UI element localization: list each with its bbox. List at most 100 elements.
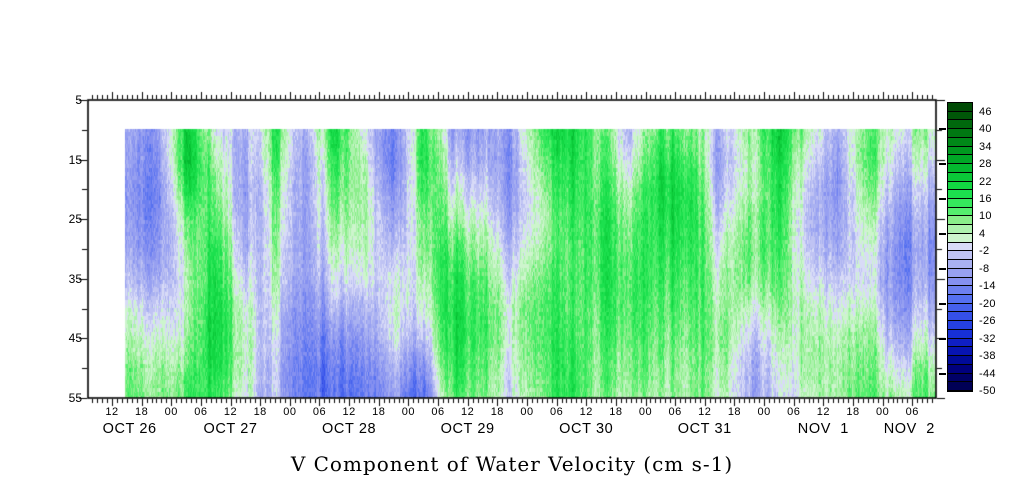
- colorbar-dash-tick: [939, 337, 946, 340]
- colorbar-tick-label: 34: [979, 140, 992, 153]
- x-hour-label: 18: [135, 406, 149, 418]
- colorbar-segment: [948, 190, 972, 198]
- y-tick-label: 45: [68, 331, 82, 346]
- colorbar-segment: [948, 260, 972, 268]
- x-hour-label: 06: [431, 406, 445, 418]
- colorbar-tick-label: 40: [979, 123, 992, 136]
- x-hour-label: 12: [342, 406, 356, 418]
- x-hour-label: 12: [816, 406, 830, 418]
- x-date-label: NOV 1: [797, 421, 849, 437]
- colorbar-segment: [948, 339, 972, 346]
- y-tick-label: 25: [68, 212, 82, 227]
- colorbar-dash-tick: [939, 232, 946, 235]
- colorbar-tick-label: 28: [979, 158, 992, 171]
- colorbar-segment: [948, 304, 972, 311]
- x-hour-label: 18: [727, 406, 742, 418]
- colorbar-segment: [948, 347, 972, 355]
- colorbar-segment: [948, 173, 972, 181]
- colorbar: [947, 102, 973, 392]
- x-hour-label: 06: [312, 406, 327, 418]
- colorbar-segment: [948, 234, 972, 242]
- y-tick-label: 55: [68, 391, 82, 405]
- colorbar-segment: [948, 330, 972, 338]
- colorbar-tick-label: -44: [979, 367, 996, 380]
- x-date-label: NOV 2: [883, 421, 935, 437]
- colorbar-segment: [948, 269, 972, 277]
- colorbar-segment: [948, 225, 972, 233]
- colorbar-dash-tick: [939, 372, 946, 375]
- x-hour-label: 18: [609, 406, 623, 418]
- colorbar-segment: [948, 382, 972, 390]
- x-hour-label: 12: [579, 406, 593, 418]
- colorbar-segment: [948, 112, 972, 119]
- colorbar-tick-label: -26: [979, 315, 996, 328]
- colorbar-tick-label: 46: [979, 105, 992, 118]
- colorbar-segment: [948, 147, 972, 154]
- colorbar-segment: [948, 251, 972, 259]
- colorbar-tick-label: 22: [979, 175, 992, 188]
- colorbar-segment: [948, 164, 972, 172]
- colorbar-tick-label: 4: [979, 227, 986, 240]
- x-date-label: OCT 29: [440, 421, 495, 437]
- colorbar-segment: [948, 216, 972, 224]
- x-axis-caption: V Component of Water Velocity (cm s-1): [290, 452, 734, 476]
- colorbar-tick-label: -20: [979, 297, 996, 310]
- colorbar-segment: [948, 278, 972, 285]
- x-hour-label: 00: [638, 406, 653, 418]
- x-date-label: OCT 26: [102, 421, 157, 437]
- colorbar-segment: [948, 374, 972, 381]
- colorbar-segment: [948, 208, 972, 215]
- colorbar-dash-tick: [939, 128, 946, 131]
- x-hour-label: 00: [520, 406, 534, 418]
- colorbar-dash-tick: [939, 163, 946, 166]
- colorbar-segment: [948, 312, 972, 320]
- x-hour-label: 00: [876, 406, 890, 418]
- colorbar-segment: [948, 155, 972, 163]
- x-hour-label: 00: [283, 406, 297, 418]
- colorbar-tick-label: -14: [979, 280, 996, 293]
- colorbar-segment: [948, 286, 972, 294]
- y-tick-label: 15: [68, 152, 82, 167]
- colorbar-segment: [948, 182, 972, 189]
- colorbar-segment: [948, 321, 972, 329]
- colorbar-segment: [948, 356, 972, 364]
- colorbar-tick-label: -8: [979, 262, 990, 275]
- colorbar-segment: [948, 295, 972, 303]
- x-date-label: OCT 31: [677, 421, 732, 437]
- colorbar-segment: [948, 199, 972, 207]
- colorbar-dash-tick: [939, 198, 946, 200]
- colorbar-dash-tick: [939, 302, 946, 305]
- x-hour-label: 06: [668, 406, 682, 418]
- colorbar-tick-label: -32: [979, 332, 996, 345]
- x-hour-label: 06: [905, 406, 919, 418]
- x-hour-label: 00: [757, 406, 771, 418]
- x-hour-label: 00: [164, 406, 178, 418]
- x-hour-label: 12: [223, 406, 238, 418]
- colorbar-tick-label: 10: [979, 210, 992, 223]
- colorbar-tick-label: -50: [979, 385, 996, 397]
- x-date-label: OCT 30: [559, 421, 614, 437]
- x-date-label: OCT 28: [322, 421, 377, 437]
- y-tick-label: 35: [68, 271, 82, 286]
- colorbar-tick-label: -38: [979, 350, 996, 363]
- colorbar-segment: [948, 243, 972, 250]
- x-hour-label: 18: [846, 406, 860, 418]
- x-hour-label: 06: [549, 406, 564, 418]
- x-hour-label: 18: [253, 406, 267, 418]
- colorbar-segment: [948, 138, 972, 146]
- x-hour-label: 12: [461, 406, 475, 418]
- colorbar-segment: [948, 129, 972, 137]
- colorbar-dash-tick: [939, 267, 946, 270]
- x-hour-label: 12: [698, 406, 712, 418]
- x-hour-label: 06: [194, 406, 208, 418]
- x-hour-label: 12: [105, 406, 119, 418]
- colorbar-segment: [948, 103, 972, 111]
- colorbar-tick-label: -2: [979, 245, 990, 258]
- x-hour-label: 06: [787, 406, 801, 418]
- y-tick-label: 5: [75, 93, 82, 107]
- colorbar-tick-label: 16: [979, 193, 992, 205]
- x-date-label: OCT 27: [203, 421, 258, 437]
